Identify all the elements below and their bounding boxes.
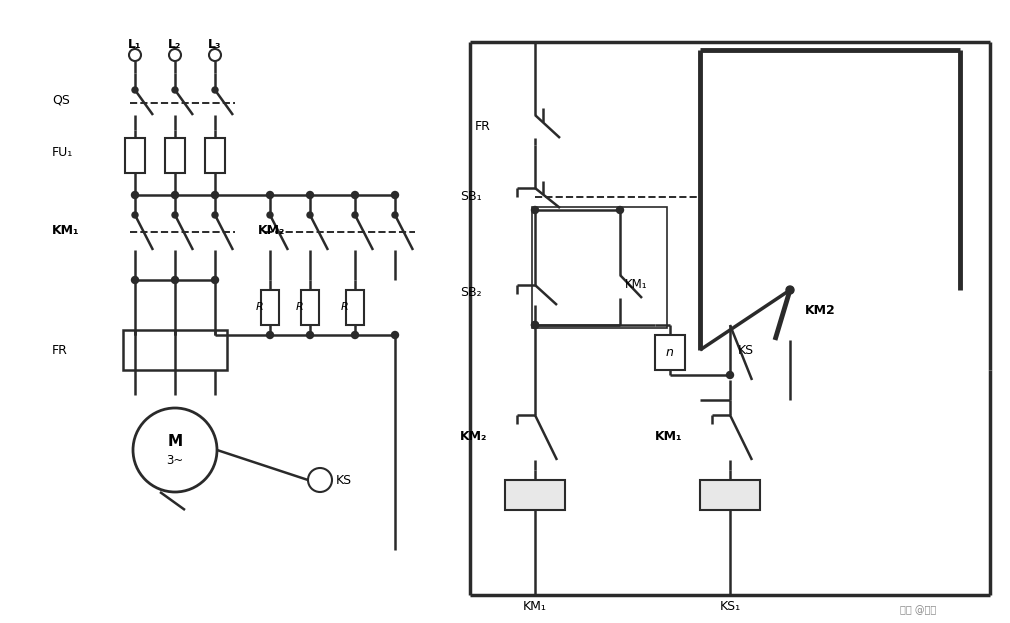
Circle shape: [133, 408, 217, 492]
Circle shape: [209, 49, 221, 61]
Bar: [301, 290, 319, 325]
Circle shape: [267, 331, 274, 338]
Text: KM₁: KM₁: [523, 601, 547, 614]
Text: R: R: [341, 302, 348, 312]
Text: KM₁: KM₁: [52, 224, 80, 237]
Circle shape: [392, 212, 398, 218]
Circle shape: [169, 49, 181, 61]
Text: KM₂: KM₂: [460, 430, 488, 444]
Bar: [505, 480, 565, 510]
Circle shape: [132, 87, 138, 93]
Circle shape: [351, 191, 359, 199]
Text: KM₁: KM₁: [655, 430, 683, 444]
Circle shape: [267, 191, 274, 199]
Circle shape: [172, 212, 178, 218]
Text: KS₁: KS₁: [719, 601, 740, 614]
Bar: [165, 138, 185, 173]
Circle shape: [307, 212, 313, 218]
Circle shape: [129, 49, 141, 61]
Text: n: n: [666, 346, 674, 358]
Text: L₁: L₁: [128, 39, 141, 52]
Circle shape: [211, 331, 218, 338]
Bar: [346, 290, 364, 325]
Circle shape: [308, 468, 332, 492]
Circle shape: [786, 286, 794, 294]
Bar: [123, 330, 227, 370]
Circle shape: [392, 191, 399, 199]
Text: 知乎 @如決: 知乎 @如決: [900, 605, 936, 615]
Bar: [700, 480, 760, 510]
Circle shape: [212, 87, 218, 93]
Circle shape: [616, 206, 623, 214]
Circle shape: [531, 206, 538, 214]
Circle shape: [392, 331, 399, 338]
Circle shape: [267, 212, 273, 218]
Text: SB₁: SB₁: [460, 191, 482, 204]
Text: QS: QS: [52, 93, 70, 107]
Text: KM₂: KM₂: [258, 224, 286, 237]
Text: L₃: L₃: [208, 39, 222, 52]
Text: FR: FR: [52, 343, 68, 356]
Circle shape: [212, 212, 218, 218]
Text: FU₁: FU₁: [52, 146, 74, 158]
Text: R: R: [296, 302, 304, 312]
Circle shape: [132, 212, 138, 218]
Text: SB₂: SB₂: [460, 287, 482, 300]
Circle shape: [172, 87, 178, 93]
Text: FR: FR: [475, 120, 491, 133]
Text: KM₁: KM₁: [625, 278, 647, 292]
Circle shape: [131, 191, 138, 199]
Text: M: M: [168, 434, 183, 450]
Circle shape: [306, 191, 313, 199]
Text: KM2: KM2: [805, 303, 835, 316]
Bar: [532, 207, 667, 328]
Bar: [655, 335, 685, 370]
Circle shape: [531, 321, 538, 328]
Bar: [205, 138, 225, 173]
Bar: [125, 138, 145, 173]
Bar: [261, 290, 279, 325]
Circle shape: [352, 212, 358, 218]
Circle shape: [172, 277, 179, 283]
Circle shape: [531, 321, 538, 328]
Text: R: R: [256, 302, 264, 312]
Circle shape: [131, 277, 138, 283]
Circle shape: [306, 331, 313, 338]
Circle shape: [211, 277, 218, 283]
Circle shape: [726, 371, 733, 379]
Text: 3~: 3~: [167, 454, 184, 467]
Circle shape: [172, 191, 179, 199]
Circle shape: [351, 331, 359, 338]
Text: L₂: L₂: [169, 39, 182, 52]
Text: KS: KS: [336, 473, 352, 487]
Circle shape: [211, 191, 218, 199]
Text: KS: KS: [738, 343, 754, 356]
